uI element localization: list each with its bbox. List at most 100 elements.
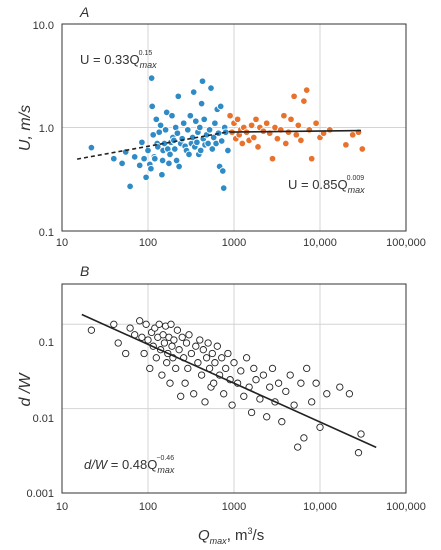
panel-b-point bbox=[160, 339, 169, 347]
panel-b-point bbox=[224, 349, 232, 358]
panel-a-y-tick: 10.0 bbox=[33, 20, 54, 32]
panel-b-point bbox=[201, 398, 209, 406]
panel-b-y-axis-label: d /W bbox=[17, 372, 34, 407]
panel-b-point bbox=[163, 359, 171, 367]
panel-b-point bbox=[185, 331, 193, 339]
panel-b-point bbox=[312, 379, 320, 387]
panel-a-point bbox=[158, 170, 166, 179]
fit-line bbox=[76, 130, 231, 160]
panel-a-point bbox=[189, 88, 198, 96]
panel-b-point bbox=[196, 336, 204, 344]
panel-a-point bbox=[178, 134, 186, 143]
panel-b-fit-equation: d/W = 0.48Qmax −0.46 bbox=[84, 455, 175, 475]
panel-a-point bbox=[302, 86, 311, 94]
panel-a-point bbox=[233, 115, 242, 124]
panel-b-point bbox=[345, 390, 354, 398]
panel-a-point bbox=[250, 133, 258, 142]
panel-a-point bbox=[290, 92, 298, 101]
panel-a-fit-lines bbox=[76, 129, 362, 160]
panel-b-point bbox=[110, 320, 118, 328]
panel-a-point bbox=[185, 150, 193, 159]
panel-b-point bbox=[266, 383, 274, 391]
panel-a-point bbox=[287, 115, 295, 124]
panel-a-point bbox=[87, 143, 96, 152]
panel-b-point bbox=[140, 349, 148, 358]
panel-b-point bbox=[282, 387, 290, 396]
panel-b-frame bbox=[61, 283, 407, 494]
panel-a-point bbox=[144, 146, 152, 155]
panel-b-point bbox=[204, 339, 212, 347]
eq-b-lhs: d/W bbox=[84, 457, 109, 472]
panel-b-point bbox=[152, 354, 160, 362]
panel-b-y-tick: 0.1 bbox=[39, 337, 54, 349]
panel-b-point bbox=[182, 339, 191, 347]
panel-a-point bbox=[193, 138, 201, 147]
panel-b-point bbox=[177, 392, 185, 400]
panel-b-point bbox=[167, 320, 175, 328]
panel-b-point bbox=[114, 339, 122, 347]
panel-b-point bbox=[144, 336, 152, 344]
panel-b-point bbox=[213, 342, 221, 350]
panel-a-point bbox=[171, 145, 179, 153]
panel-b-point bbox=[297, 379, 305, 387]
panel-a-point bbox=[165, 159, 173, 168]
eq-b-sup: −0.46 bbox=[156, 455, 174, 462]
panel-b-point bbox=[136, 317, 144, 325]
panel-b-point bbox=[166, 379, 174, 387]
xlab-q: Q bbox=[198, 527, 210, 544]
panel-b-point bbox=[250, 364, 258, 373]
panel-a-point bbox=[147, 74, 156, 82]
panel-a-point bbox=[162, 108, 171, 117]
panel-b-point bbox=[268, 364, 277, 373]
panel-b-point bbox=[240, 392, 248, 400]
panel-a-point bbox=[205, 126, 214, 134]
panel-a-point bbox=[238, 139, 247, 148]
eq-left-sub: max bbox=[140, 60, 158, 70]
panel-a-fit-equation-left: U = 0.33Qmax 0.15 bbox=[80, 50, 157, 70]
panel-b-point bbox=[168, 342, 176, 350]
panel-b-point bbox=[146, 364, 154, 373]
panel-b-point bbox=[199, 346, 207, 354]
panel-b-y-tick: 0.01 bbox=[33, 413, 54, 425]
xlab-sub: max bbox=[210, 536, 228, 546]
panel-b-point bbox=[222, 364, 230, 373]
panel-a-frame bbox=[61, 23, 407, 232]
panel-a-point bbox=[138, 138, 146, 147]
panel-b-point bbox=[228, 401, 236, 409]
eq-left-main: U = 0.33Q bbox=[80, 52, 140, 67]
panel-a-point bbox=[312, 119, 320, 127]
panel-a-point bbox=[224, 146, 232, 155]
panel-b-point bbox=[138, 333, 146, 341]
panel-a-point bbox=[342, 141, 350, 149]
panel-a-y-tick: 0.1 bbox=[39, 227, 54, 239]
panel-a-point bbox=[262, 119, 271, 127]
panel-b-point bbox=[259, 371, 268, 379]
panel-a-point bbox=[282, 139, 290, 148]
panel-b-point bbox=[323, 390, 331, 398]
panel-b-point bbox=[252, 376, 260, 384]
panel-b-point bbox=[237, 367, 245, 375]
panel-a-point bbox=[204, 139, 212, 148]
panel-a-point bbox=[197, 99, 206, 108]
panel-a-x-tick: 10,000 bbox=[303, 237, 337, 249]
panel-b-point bbox=[197, 371, 206, 379]
panel-a-x-tick: 100 bbox=[139, 237, 157, 249]
panel-a-point bbox=[252, 115, 260, 124]
panel-a-y-axis-label: U, m/s bbox=[17, 105, 34, 151]
panel-b-point bbox=[194, 359, 202, 367]
panel-a-point bbox=[196, 123, 204, 132]
panel-a-y-tick: 1.0 bbox=[39, 123, 54, 135]
panel-b-point bbox=[202, 354, 211, 362]
panel-a-point bbox=[247, 121, 256, 130]
panel-b-point bbox=[230, 359, 238, 367]
panel-b-point bbox=[172, 364, 180, 373]
panel-b-point bbox=[181, 379, 189, 387]
panel-a-point bbox=[158, 156, 167, 165]
panel-a-point bbox=[200, 115, 208, 124]
panel-b-point bbox=[170, 336, 178, 344]
panel-b-y-tick: 0.001 bbox=[26, 488, 54, 500]
panel-a-point bbox=[300, 97, 308, 105]
panel-a-point bbox=[168, 111, 176, 120]
panel-a-point bbox=[254, 143, 262, 151]
